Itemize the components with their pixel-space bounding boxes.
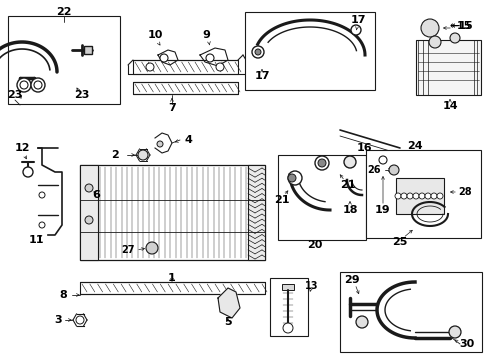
Text: 3: 3 [54, 315, 61, 325]
Circle shape [287, 171, 302, 185]
Bar [282, 284, 293, 290]
Circle shape [216, 63, 224, 71]
Text: 26: 26 [366, 165, 380, 175]
Circle shape [23, 167, 33, 177]
Text: 18: 18 [342, 205, 357, 215]
Text: 27: 27 [121, 245, 135, 255]
Circle shape [355, 316, 367, 328]
Circle shape [424, 193, 430, 199]
Circle shape [394, 193, 400, 199]
Bar [269, 278, 307, 336]
Text: ←15: ←15 [450, 21, 472, 31]
Text: 7: 7 [168, 103, 176, 113]
Circle shape [287, 174, 295, 182]
Circle shape [400, 193, 406, 199]
Circle shape [412, 193, 418, 199]
Text: 13: 13 [305, 281, 318, 291]
Circle shape [314, 156, 328, 170]
Text: 12: 12 [14, 143, 30, 153]
Text: 21: 21 [274, 195, 289, 205]
Text: 4: 4 [183, 135, 192, 145]
Bar [395, 178, 443, 214]
Text: 1: 1 [168, 273, 176, 283]
Circle shape [146, 242, 158, 254]
Circle shape [428, 36, 440, 48]
Circle shape [138, 150, 148, 160]
Text: 5: 5 [224, 317, 231, 327]
Text: 20: 20 [306, 240, 322, 250]
Circle shape [430, 193, 436, 199]
Text: 17: 17 [254, 71, 269, 81]
Bar [80, 165, 264, 260]
Bar [377, 158, 387, 172]
Text: 17: 17 [349, 15, 365, 25]
Circle shape [31, 78, 45, 92]
Circle shape [406, 193, 412, 199]
Circle shape [205, 54, 214, 62]
Text: 14: 14 [441, 101, 457, 111]
Bar [247, 165, 264, 260]
Circle shape [146, 63, 154, 71]
Bar [84, 46, 92, 54]
Circle shape [39, 192, 45, 198]
Bar [339, 272, 481, 352]
Text: 19: 19 [374, 205, 390, 215]
Bar [133, 60, 238, 74]
Circle shape [157, 141, 163, 147]
Text: 23: 23 [7, 90, 22, 100]
Circle shape [420, 19, 438, 37]
Circle shape [17, 78, 31, 92]
Text: 2: 2 [111, 150, 119, 160]
Circle shape [436, 193, 442, 199]
Circle shape [254, 49, 261, 55]
Text: 6: 6 [92, 190, 100, 200]
Bar [80, 282, 264, 294]
Bar [244, 12, 374, 90]
Text: 10: 10 [147, 30, 163, 40]
Circle shape [76, 316, 84, 324]
Circle shape [378, 156, 386, 164]
Circle shape [160, 54, 168, 62]
Circle shape [448, 326, 460, 338]
Text: 25: 25 [391, 237, 407, 247]
Text: 24: 24 [407, 141, 422, 151]
Text: 30: 30 [458, 339, 474, 349]
Circle shape [317, 159, 325, 167]
Text: 21: 21 [340, 180, 355, 190]
Text: 9: 9 [202, 30, 209, 40]
Circle shape [350, 25, 360, 35]
Circle shape [251, 46, 264, 58]
Circle shape [85, 184, 93, 192]
Circle shape [85, 216, 93, 224]
Bar [80, 165, 98, 260]
Circle shape [418, 193, 424, 199]
Bar [133, 82, 238, 94]
Circle shape [34, 81, 42, 89]
Text: 16: 16 [356, 143, 372, 153]
Text: 28: 28 [457, 187, 471, 197]
Text: 29: 29 [344, 275, 359, 285]
Circle shape [449, 33, 459, 43]
Circle shape [39, 222, 45, 228]
Bar [423, 28, 435, 33]
Bar [278, 155, 365, 240]
Text: 11: 11 [28, 235, 43, 245]
Text: 22: 22 [56, 7, 72, 17]
Bar [365, 150, 480, 238]
Circle shape [283, 323, 292, 333]
Text: 23: 23 [74, 90, 89, 100]
Circle shape [343, 156, 355, 168]
Bar [415, 40, 480, 95]
Text: ←15: ←15 [448, 21, 470, 31]
Polygon shape [218, 288, 240, 318]
Circle shape [20, 81, 28, 89]
Circle shape [388, 165, 398, 175]
Bar [8, 16, 120, 104]
Text: 8: 8 [59, 290, 67, 300]
